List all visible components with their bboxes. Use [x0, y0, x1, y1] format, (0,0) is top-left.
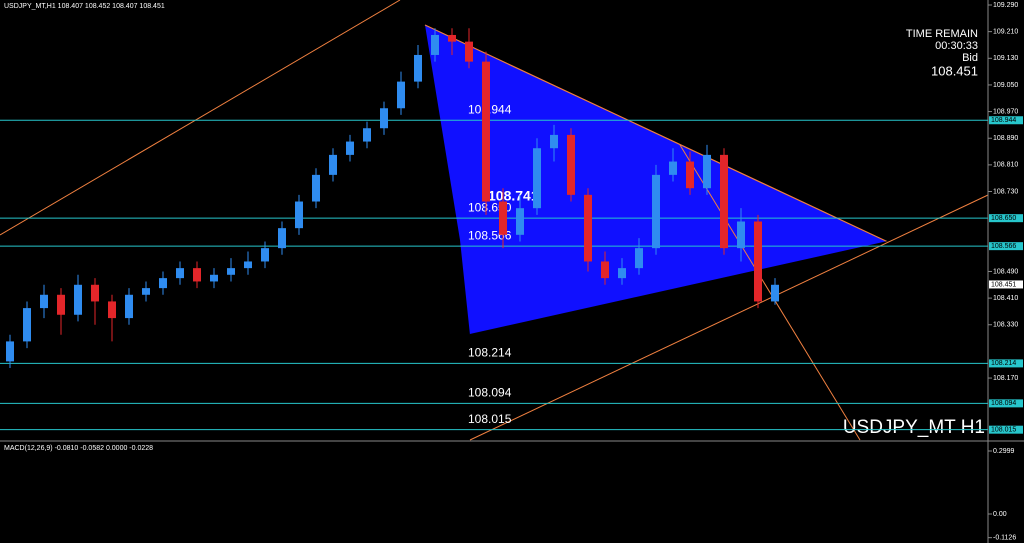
candle-body — [635, 248, 643, 269]
y-tick-label: -0.1126 — [993, 535, 1016, 542]
candle-body — [550, 134, 558, 149]
y-tick-label: 109.050 — [993, 82, 1018, 89]
candle-body — [703, 154, 711, 189]
candle-body — [516, 208, 524, 235]
candle-body — [74, 284, 82, 315]
candle-body — [618, 268, 626, 279]
trend-line — [469, 241, 889, 336]
y-tick-label: 108.170 — [993, 375, 1018, 382]
level-tag-label: 108.650 — [991, 215, 1016, 222]
level-tag-label: 108.214 — [991, 360, 1016, 367]
candle-body — [533, 148, 541, 209]
bid-label: Bid — [962, 52, 978, 64]
candle-body — [261, 248, 269, 262]
pattern-label: 108.741 — [488, 188, 539, 204]
candle-body — [380, 108, 388, 129]
symbol-label: USDJPY_MT H1 — [843, 417, 985, 438]
candle-body — [57, 294, 65, 315]
time-remain: 00:30:33 — [935, 40, 978, 52]
bid: 108.451 — [931, 63, 978, 78]
candle-body — [720, 154, 728, 249]
candle-body — [737, 221, 745, 249]
candle-body — [295, 201, 303, 229]
trend-line — [679, 144, 861, 441]
header: USDJPY_MT,H1 108.407 108.452 108.407 108… — [4, 3, 165, 10]
candle-body — [771, 284, 779, 302]
y-tick-label: 0.2999 — [993, 448, 1015, 455]
y-tick-label: 108.970 — [993, 108, 1018, 115]
y-tick-label: 108.330 — [993, 322, 1018, 329]
candle-body — [346, 141, 354, 155]
time-remain-label: TIME REMAIN — [906, 28, 978, 40]
level-label: 108.015 — [468, 412, 512, 426]
level-label: 108.214 — [468, 346, 512, 360]
bid-tag — [989, 280, 1023, 289]
level-tag — [989, 242, 1023, 251]
candle-body — [244, 261, 252, 269]
candle-body — [91, 284, 99, 302]
level-tag — [989, 214, 1023, 223]
candle-body — [278, 228, 286, 249]
level-tag-label: 108.094 — [991, 400, 1016, 407]
candle-body — [363, 128, 371, 142]
level-tag-label: 108.566 — [991, 243, 1016, 250]
bid-tag-label: 108.451 — [991, 281, 1016, 288]
candle-body — [669, 161, 677, 175]
candle-body — [397, 81, 405, 109]
candle-body — [431, 34, 439, 55]
candle-body — [482, 61, 490, 202]
level-tag — [989, 359, 1023, 368]
y-tick-label: 108.890 — [993, 135, 1018, 142]
candle-body — [754, 221, 762, 302]
y-tick-label: 109.130 — [993, 55, 1018, 62]
y-tick-label: 109.290 — [993, 2, 1018, 9]
level-tag — [989, 116, 1023, 125]
y-tick-label: 0.00 — [993, 511, 1007, 518]
level-label: 108.094 — [468, 386, 512, 400]
candle-body — [499, 201, 507, 235]
level-tag — [989, 399, 1023, 408]
candle-body — [312, 174, 320, 202]
level-tag — [989, 425, 1023, 434]
candle-body — [465, 41, 473, 62]
y-tick-label: 108.730 — [993, 188, 1018, 195]
candle-body — [176, 268, 184, 279]
y-tick-label: 109.210 — [993, 28, 1018, 35]
trend-line — [424, 24, 889, 243]
candle-body — [686, 161, 694, 189]
candle-body — [210, 274, 218, 282]
candle-body — [6, 341, 14, 362]
y-tick-label: 108.810 — [993, 162, 1018, 169]
candle-body — [227, 268, 235, 275]
candle-body — [584, 194, 592, 262]
candle-body — [448, 34, 456, 42]
y-tick-label: 108.490 — [993, 268, 1018, 275]
y-tick-label: 108.410 — [993, 295, 1018, 302]
trend-line — [0, 0, 401, 236]
candle-body — [108, 301, 116, 319]
candle-body — [142, 288, 150, 295]
level-tag-label: 108.015 — [991, 427, 1016, 434]
candle-body — [23, 308, 31, 342]
candle-body — [193, 268, 201, 282]
candle-body — [329, 154, 337, 175]
candle-body — [652, 174, 660, 249]
candle-body — [414, 54, 422, 82]
candle-body — [40, 294, 48, 309]
trend-line — [469, 194, 989, 441]
candle-body — [125, 294, 133, 319]
macd-label: MACD(12,26,9) -0.0810 -0.0582 0.0000 -0.… — [4, 445, 153, 452]
candle-body — [159, 278, 167, 289]
level-tag-label: 108.944 — [991, 117, 1016, 124]
candle-body — [567, 134, 575, 195]
candle-body — [601, 261, 609, 279]
